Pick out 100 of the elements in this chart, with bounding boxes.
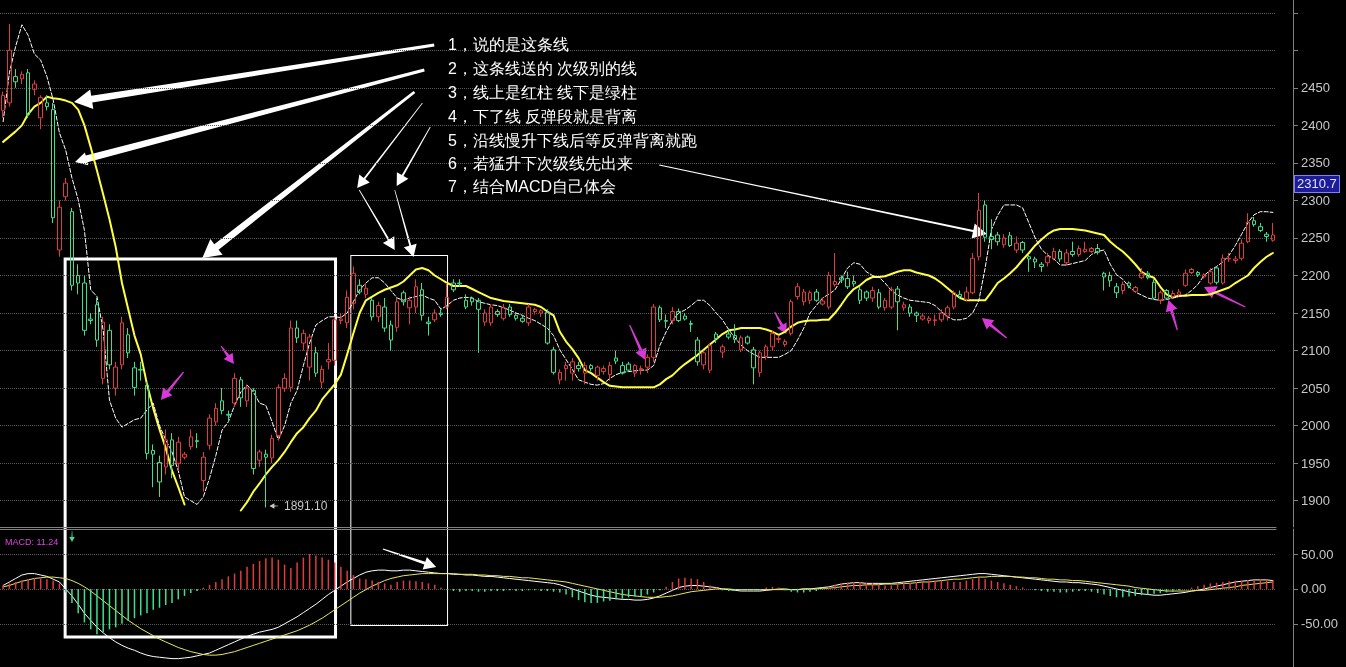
candlestick bbox=[633, 363, 637, 378]
candlestick bbox=[483, 308, 487, 327]
candlestick bbox=[1083, 241, 1087, 254]
candlestick bbox=[558, 368, 562, 385]
candlestick bbox=[232, 372, 237, 408]
candlestick bbox=[489, 303, 493, 327]
candlestick bbox=[1039, 261, 1044, 273]
candlestick bbox=[76, 263, 80, 295]
candlestick bbox=[508, 303, 512, 318]
candlestick bbox=[382, 297, 387, 333]
candlestick bbox=[733, 323, 737, 344]
candlestick bbox=[808, 290, 812, 305]
candlestick bbox=[1064, 248, 1069, 267]
candlestick bbox=[426, 316, 431, 337]
y-tick-label: -50.00 bbox=[1301, 616, 1338, 632]
candlestick bbox=[1014, 235, 1019, 254]
candlestick bbox=[351, 266, 356, 310]
candlestick bbox=[889, 286, 894, 310]
candlestick bbox=[101, 316, 105, 385]
candlestick bbox=[164, 428, 168, 475]
candlestick bbox=[551, 346, 556, 376]
y-tick-label: 2200 bbox=[1301, 268, 1330, 284]
candlestick bbox=[239, 376, 243, 408]
candlestick bbox=[364, 282, 368, 299]
candlestick bbox=[1058, 248, 1062, 263]
candlestick bbox=[407, 296, 412, 325]
candlestick bbox=[370, 297, 374, 322]
candlestick bbox=[1027, 253, 1031, 273]
candlestick bbox=[877, 288, 881, 310]
candlestick bbox=[664, 314, 668, 329]
candlestick bbox=[520, 315, 525, 324]
y-tick-label: 50.00 bbox=[1301, 546, 1334, 562]
candlestick bbox=[714, 331, 718, 344]
candlestick bbox=[908, 303, 912, 318]
annotation: 4，下了线 反弹段就是背离 bbox=[448, 107, 638, 127]
candlestick bbox=[1102, 271, 1106, 292]
y-tick-label: 2000 bbox=[1301, 418, 1330, 434]
candlestick bbox=[1045, 252, 1050, 267]
y-tick-label: 2100 bbox=[1301, 343, 1330, 359]
candlestick bbox=[126, 327, 130, 359]
y-tick-label: 2300 bbox=[1301, 192, 1330, 208]
y-tick-label: 2400 bbox=[1301, 117, 1330, 133]
candlestick bbox=[852, 275, 856, 288]
candlestick bbox=[63, 177, 68, 201]
annotation: 1891.10 bbox=[284, 499, 328, 513]
candlestick bbox=[983, 199, 987, 243]
candlestick bbox=[1258, 222, 1263, 233]
candlestick bbox=[658, 305, 662, 323]
candlestick bbox=[20, 70, 24, 85]
candlestick bbox=[389, 320, 393, 352]
candlestick bbox=[445, 282, 449, 310]
candlestick bbox=[95, 297, 99, 348]
candlestick bbox=[526, 303, 531, 327]
candlestick bbox=[476, 297, 481, 354]
candlestick bbox=[13, 68, 18, 89]
candlestick bbox=[7, 23, 12, 108]
candlestick bbox=[639, 365, 643, 376]
candlestick bbox=[683, 312, 687, 322]
candlestick bbox=[745, 335, 750, 346]
candlestick bbox=[589, 363, 593, 373]
candlestick bbox=[608, 361, 612, 382]
y-tick-label: 1950 bbox=[1301, 455, 1330, 471]
candlestick bbox=[977, 192, 981, 261]
candlestick bbox=[695, 336, 700, 367]
candlestick bbox=[920, 312, 925, 322]
candlestick bbox=[214, 402, 218, 427]
candlestick bbox=[1221, 253, 1225, 286]
candlestick bbox=[495, 308, 500, 318]
candlestick bbox=[670, 306, 675, 325]
candlestick bbox=[1095, 243, 1100, 255]
y-tick-label: 2050 bbox=[1301, 380, 1330, 396]
candlestick bbox=[1208, 267, 1213, 286]
candlestick bbox=[814, 288, 819, 303]
candlestick bbox=[1227, 252, 1231, 263]
candlestick bbox=[870, 286, 875, 303]
candlestick bbox=[401, 290, 406, 307]
candlestick bbox=[51, 102, 55, 224]
candlestick bbox=[1108, 271, 1112, 288]
candlestick bbox=[1020, 240, 1025, 254]
candlestick bbox=[470, 296, 474, 307]
candlestick bbox=[189, 428, 193, 451]
candlestick bbox=[157, 455, 162, 498]
annotation: 5，沿线慢升下线后等反弹背离就跑 bbox=[448, 131, 697, 151]
candlestick bbox=[1152, 278, 1156, 301]
candlestick bbox=[45, 94, 49, 111]
candlestick bbox=[1252, 216, 1256, 228]
candlestick bbox=[1271, 222, 1275, 243]
candlestick bbox=[1264, 231, 1269, 243]
candlestick bbox=[339, 312, 343, 325]
candlestick bbox=[270, 434, 274, 464]
candlestick bbox=[201, 451, 206, 493]
candlestick bbox=[583, 361, 587, 385]
candlestick bbox=[1196, 270, 1200, 278]
candlestick bbox=[1214, 266, 1219, 286]
candlestick bbox=[783, 338, 787, 348]
candlestick bbox=[1052, 247, 1056, 261]
candlestick bbox=[26, 68, 30, 119]
candlestick bbox=[514, 312, 518, 322]
candlestick bbox=[914, 311, 919, 323]
candlestick bbox=[726, 327, 731, 340]
